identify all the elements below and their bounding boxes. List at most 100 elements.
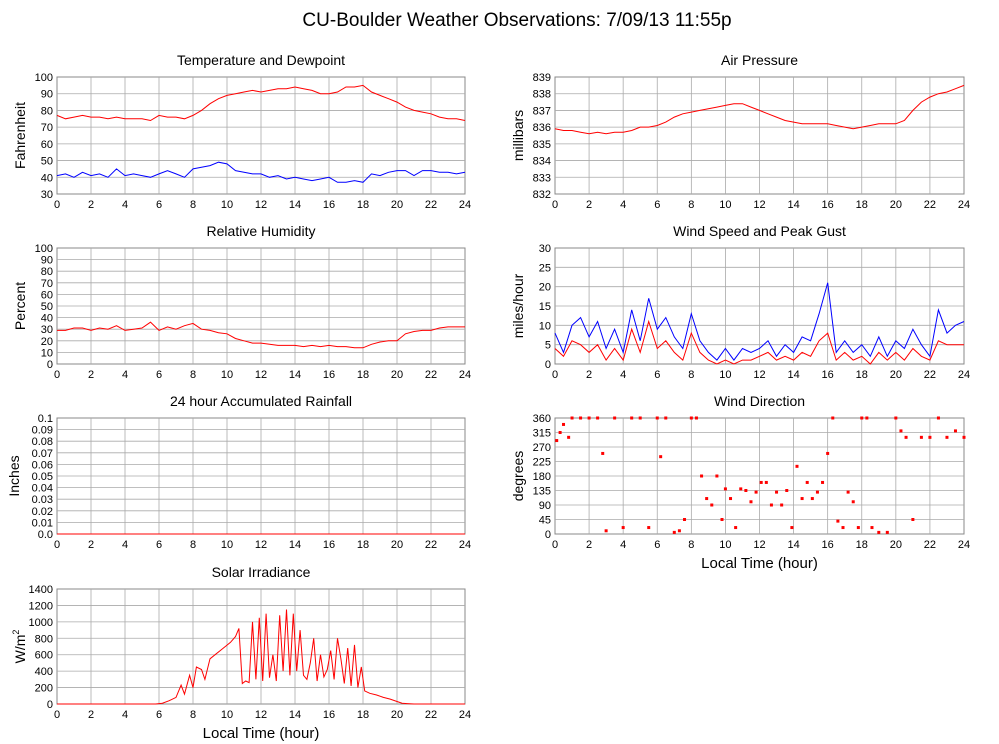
winddir-xtick: 2 — [586, 539, 592, 551]
temp-xtick: 0 — [54, 199, 60, 211]
pressure-ytick: 839 — [533, 72, 551, 84]
wind-ytick: 15 — [539, 301, 551, 313]
wind-ytick: 25 — [539, 262, 551, 274]
winddir-point — [790, 526, 794, 530]
winddir-point — [613, 416, 617, 420]
winddir-point — [647, 526, 651, 530]
pressure-xtick: 22 — [924, 199, 936, 211]
wind-ytick: 5 — [545, 340, 551, 352]
temp-xtick: 10 — [221, 199, 233, 211]
solar-ytick: 200 — [35, 683, 53, 695]
winddir-point — [841, 526, 845, 530]
humidity-xtick: 14 — [289, 369, 301, 381]
temp-ytick: 70 — [41, 122, 53, 134]
humidity-ytick: 60 — [41, 289, 53, 301]
winddir-point — [555, 439, 559, 443]
humidity-xtick: 2 — [88, 369, 94, 381]
solar-ytick: 1400 — [29, 584, 53, 596]
winddir-point — [805, 480, 809, 484]
temp-xtick: 2 — [88, 199, 94, 211]
temp-series-line-0 — [56, 84, 466, 122]
solar-xtick: 22 — [425, 709, 437, 721]
winddir-xtick: 12 — [753, 539, 765, 551]
humidity-ytick: 100 — [35, 243, 53, 255]
humidity-xtick: 4 — [122, 369, 128, 381]
rain-ylabel: Inches — [6, 455, 22, 496]
humidity-ytick: 0 — [47, 359, 53, 371]
temp-xtick: 14 — [289, 199, 301, 211]
winddir-xtick: 4 — [620, 539, 626, 551]
winddir-point — [558, 431, 562, 434]
wind-ytick: 0 — [545, 359, 551, 371]
humidity-xtick: 18 — [357, 369, 369, 381]
winddir-point — [851, 500, 855, 504]
pressure-ytick: 835 — [533, 139, 551, 151]
winddir-ytick: 0 — [545, 529, 551, 541]
solar-series-line-0 — [57, 609, 465, 705]
winddir-point — [759, 480, 763, 484]
solar-xtick: 6 — [156, 709, 162, 721]
solar-xtick: 14 — [289, 709, 301, 721]
wind-xtick: 2 — [586, 369, 592, 381]
solar-ytick: 1000 — [29, 617, 53, 629]
rain-xtick: 16 — [323, 539, 335, 551]
wind-xtick: 8 — [688, 369, 694, 381]
temp-ytick: 90 — [41, 89, 53, 101]
winddir-point — [870, 526, 874, 530]
humidity-xtick: 10 — [221, 369, 233, 381]
rain-ytick: 0.1 — [38, 413, 53, 425]
winddir-xtick: 10 — [719, 539, 731, 551]
winddir-xtick: 24 — [958, 539, 970, 551]
wind-xtick: 18 — [856, 369, 868, 381]
pressure-ytick: 836 — [533, 122, 551, 134]
temp-xtick: 8 — [190, 199, 196, 211]
wind-xtick: 10 — [719, 369, 731, 381]
solar-ytick: 1200 — [29, 600, 53, 612]
pressure-xtick: 0 — [552, 199, 558, 211]
wind-series-line-1 — [554, 319, 964, 365]
winddir-point — [962, 435, 966, 439]
winddir-point — [865, 416, 869, 420]
temp-ytick: 60 — [41, 139, 53, 151]
pressure-ylabel: millibars — [510, 110, 526, 161]
rain-xtick: 10 — [221, 539, 233, 551]
solar-xtick: 4 — [122, 709, 128, 721]
pressure-xtick: 18 — [856, 199, 868, 211]
temp-ylabel: Fahrenheit — [12, 102, 28, 169]
wind-xtick: 22 — [924, 369, 936, 381]
winddir-point — [877, 530, 881, 534]
humidity-ytick: 80 — [41, 266, 53, 278]
temp-xtick: 6 — [156, 199, 162, 211]
winddir-point — [936, 416, 940, 420]
winddir-point — [567, 435, 571, 439]
winddir-point — [715, 474, 719, 478]
winddir-point — [904, 435, 908, 439]
pressure-series-line-0 — [554, 84, 965, 135]
solar-xtick: 8 — [190, 709, 196, 721]
winddir-point — [694, 416, 698, 420]
rain-panel: 0.00.010.020.030.040.050.060.070.080.090… — [6, 393, 471, 551]
winddir-point — [720, 518, 724, 521]
solar-xtick: 12 — [255, 709, 267, 721]
winddir-point — [700, 474, 704, 478]
wind-xtick: 6 — [654, 369, 660, 381]
winddir-point — [836, 519, 840, 523]
winddir-ytick: 45 — [539, 515, 551, 527]
temp-ytick: 50 — [41, 156, 53, 168]
winddir-point — [562, 422, 566, 426]
humidity-xtick: 6 — [156, 369, 162, 381]
winddir-point — [911, 518, 915, 521]
rain-ytick: 0.01 — [32, 517, 53, 529]
winddir-point — [769, 503, 773, 507]
humidity-ylabel: Percent — [12, 282, 28, 330]
rain-xtick: 22 — [425, 539, 437, 551]
wind-xtick: 14 — [787, 369, 799, 381]
solar-xtick: 0 — [54, 709, 60, 721]
temp-series-line-1 — [56, 161, 466, 183]
winddir-point — [953, 429, 957, 433]
wind-series-line-0 — [554, 282, 965, 361]
rain-ytick: 0.06 — [32, 459, 53, 471]
rain-xtick: 18 — [357, 539, 369, 551]
winddir-point — [749, 500, 753, 504]
temp-xtick: 18 — [357, 199, 369, 211]
